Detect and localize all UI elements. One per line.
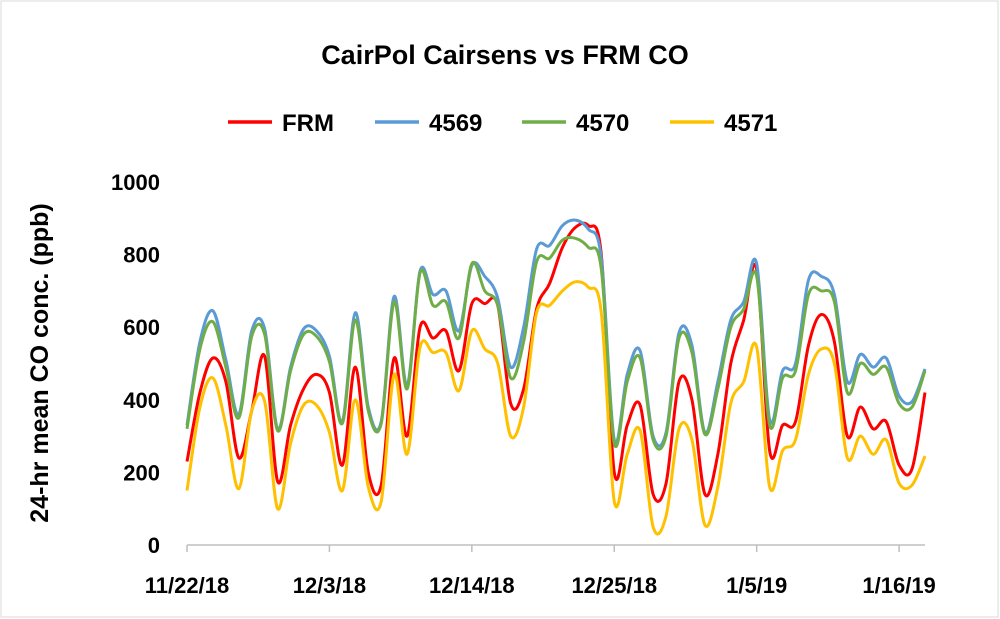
series-line <box>185 235 927 451</box>
x-tick-label: 11/22/18 <box>145 573 229 598</box>
series-line <box>185 218 927 448</box>
legend-label: 4570 <box>576 110 629 137</box>
y-tick-label: 1000 <box>111 170 160 195</box>
x-tick-label: 1/5/19 <box>726 573 787 598</box>
y-tick-label: 0 <box>148 533 160 558</box>
y-tick-label: 200 <box>123 460 160 485</box>
x-tick-label: 1/16/19 <box>862 573 935 598</box>
legend-label: FRM <box>282 110 334 137</box>
series-line <box>185 221 927 503</box>
series-line <box>185 280 927 536</box>
x-tick-label: 12/14/18 <box>429 573 515 598</box>
legend-label: 4571 <box>724 110 777 137</box>
y-tick-label: 800 <box>123 243 160 268</box>
y-tick-label: 400 <box>123 388 160 413</box>
chart-title: CairPol Cairsens vs FRM CO <box>321 40 689 70</box>
y-tick-label: 600 <box>123 315 160 340</box>
legend-label: 4569 <box>429 110 482 137</box>
x-tick-label: 12/25/18 <box>571 573 657 598</box>
y-axis-label: 24-hr mean CO conc. (ppb) <box>26 203 54 522</box>
x-tick-label: 12/3/18 <box>293 573 366 598</box>
